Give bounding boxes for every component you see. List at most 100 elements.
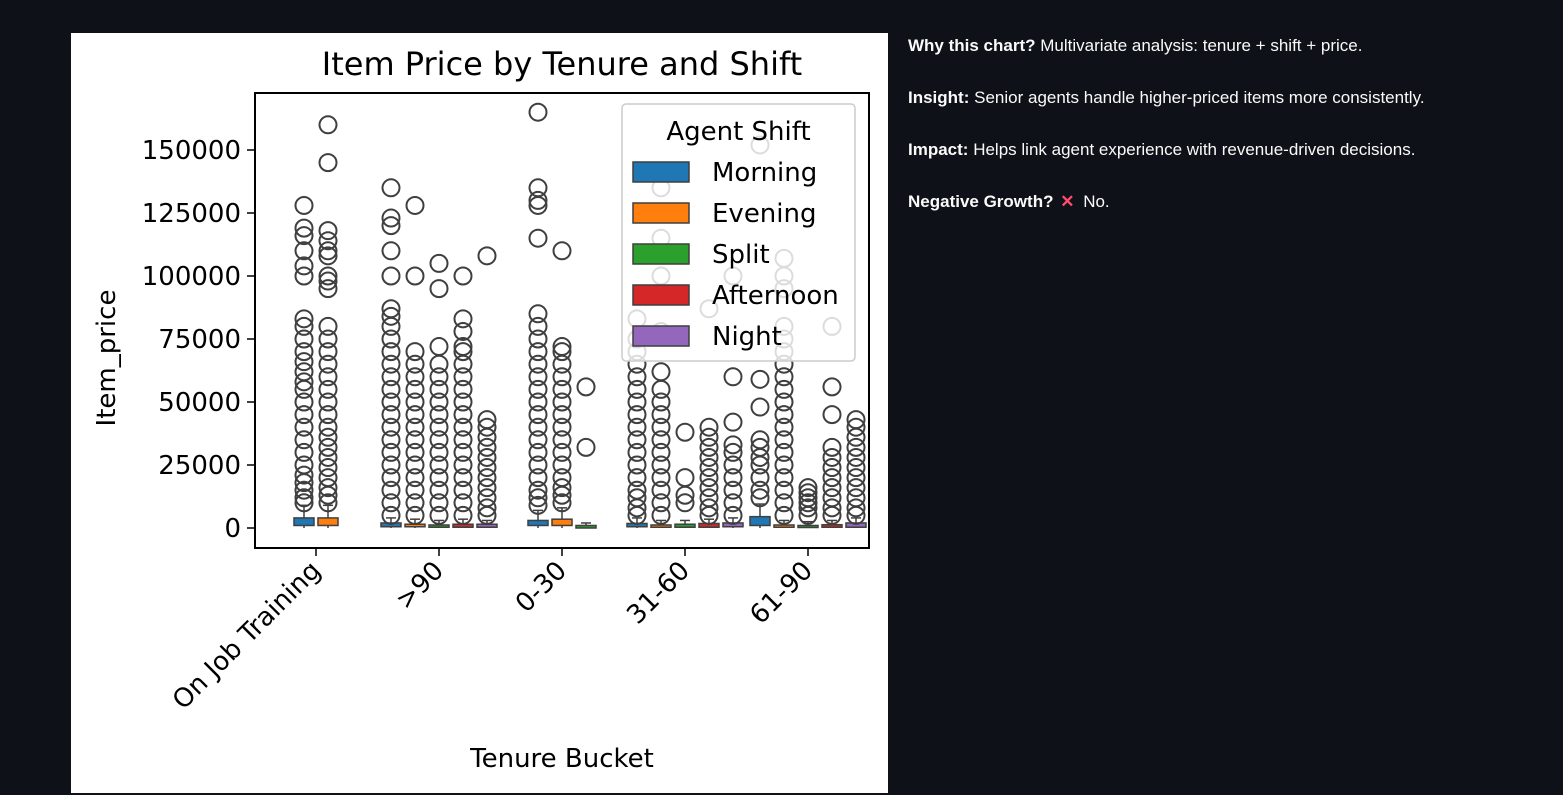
outlier-point xyxy=(318,342,338,362)
box-body xyxy=(551,518,573,527)
outlier-point xyxy=(405,379,425,399)
outlier-point xyxy=(528,455,548,475)
outlier-point xyxy=(552,493,572,513)
outlier-point xyxy=(381,367,401,387)
outlier-point xyxy=(750,430,770,450)
outlier-point xyxy=(381,455,401,475)
outlier-point xyxy=(552,468,572,488)
boxplot-chart: Item Price by Tenure and Shift Item_pric… xyxy=(92,45,870,774)
box-split xyxy=(575,377,597,529)
outlier-point xyxy=(453,442,473,462)
box-morning xyxy=(527,102,549,528)
outlier-point xyxy=(750,468,770,488)
legend-title: Agent Shift xyxy=(666,117,810,147)
outlier-point xyxy=(429,493,449,513)
outlier-point xyxy=(651,505,671,525)
outlier-point xyxy=(453,392,473,412)
box-body xyxy=(428,524,450,528)
outlier-point xyxy=(651,392,671,412)
outlier-point xyxy=(528,430,548,450)
outlier-point xyxy=(846,478,866,498)
outlier-point xyxy=(552,241,572,261)
outlier-point xyxy=(453,266,473,286)
outlier-point xyxy=(822,458,842,478)
outlier-point xyxy=(453,480,473,500)
outlier-point xyxy=(528,329,548,349)
outlier-point xyxy=(318,379,338,399)
box-split xyxy=(428,253,450,528)
outlier-point xyxy=(528,102,548,122)
outlier-point xyxy=(429,442,449,462)
outlier-point xyxy=(318,447,338,467)
outlier-point xyxy=(405,195,425,215)
outlier-point xyxy=(318,153,338,173)
outlier-point xyxy=(381,316,401,336)
outlier-point xyxy=(381,329,401,349)
outlier-point xyxy=(651,468,671,488)
outlier-point xyxy=(552,430,572,450)
outlier-point xyxy=(750,480,770,500)
outlier-point xyxy=(429,279,449,299)
outlier-point xyxy=(699,447,719,467)
outlier-point xyxy=(294,218,314,238)
outlier-point xyxy=(294,417,314,437)
outlier-point xyxy=(318,478,338,498)
outlier-point xyxy=(477,468,497,488)
outlier-point xyxy=(294,352,314,372)
outlier-point xyxy=(822,437,842,457)
outlier-point xyxy=(528,480,548,500)
outlier-point xyxy=(627,488,647,508)
outlier-point xyxy=(651,379,671,399)
outlier-point xyxy=(477,437,497,457)
outlier-point xyxy=(675,493,695,513)
outlier-point xyxy=(774,505,794,525)
outlier-point xyxy=(528,304,548,324)
outlier-point xyxy=(318,367,338,387)
y-tick-label: 25000 xyxy=(158,451,241,481)
outlier-point xyxy=(675,422,695,442)
outlier-point xyxy=(699,478,719,498)
y-tick-label: 125000 xyxy=(142,199,241,229)
outlier-point xyxy=(846,458,866,478)
outlier-point xyxy=(798,493,818,513)
outlier-point xyxy=(453,417,473,437)
outlier-point xyxy=(723,442,743,462)
outlier-point xyxy=(798,478,818,498)
outlier-point xyxy=(723,493,743,513)
outlier-point xyxy=(294,329,314,349)
box-body xyxy=(527,519,549,527)
legend-swatch-split xyxy=(632,243,690,265)
outlier-point xyxy=(750,397,770,417)
outlier-point xyxy=(846,498,866,518)
legend-entry-night: Night xyxy=(712,322,782,352)
outlier-point xyxy=(822,447,842,467)
outlier-point xyxy=(477,447,497,467)
legend-entry-morning: Morning xyxy=(712,158,817,188)
outlier-point xyxy=(453,430,473,450)
box-night xyxy=(845,410,867,528)
outlier-point xyxy=(294,372,314,392)
outlier-point xyxy=(627,455,647,475)
outlier-point xyxy=(723,505,743,525)
cross-mark-icon: ✕ xyxy=(1060,192,1075,211)
outlier-point xyxy=(477,488,497,508)
outlier-point xyxy=(528,417,548,437)
outlier-point xyxy=(453,309,473,329)
outlier-point xyxy=(405,430,425,450)
outlier-point xyxy=(405,342,425,362)
outlier-point xyxy=(453,468,473,488)
outlier-point xyxy=(477,417,497,437)
box-split xyxy=(797,478,819,529)
outlier-point xyxy=(381,216,401,236)
box-morning xyxy=(749,135,771,528)
outlier-point xyxy=(294,226,314,246)
outlier-point xyxy=(381,208,401,228)
outlier-point xyxy=(381,480,401,500)
outlier-point xyxy=(429,337,449,357)
y-axis-label: Item_price xyxy=(92,290,122,427)
outlier-point xyxy=(699,468,719,488)
box-body xyxy=(821,523,843,528)
outlier-point xyxy=(294,309,314,329)
outlier-point xyxy=(750,437,770,457)
outlier-point xyxy=(528,228,548,248)
